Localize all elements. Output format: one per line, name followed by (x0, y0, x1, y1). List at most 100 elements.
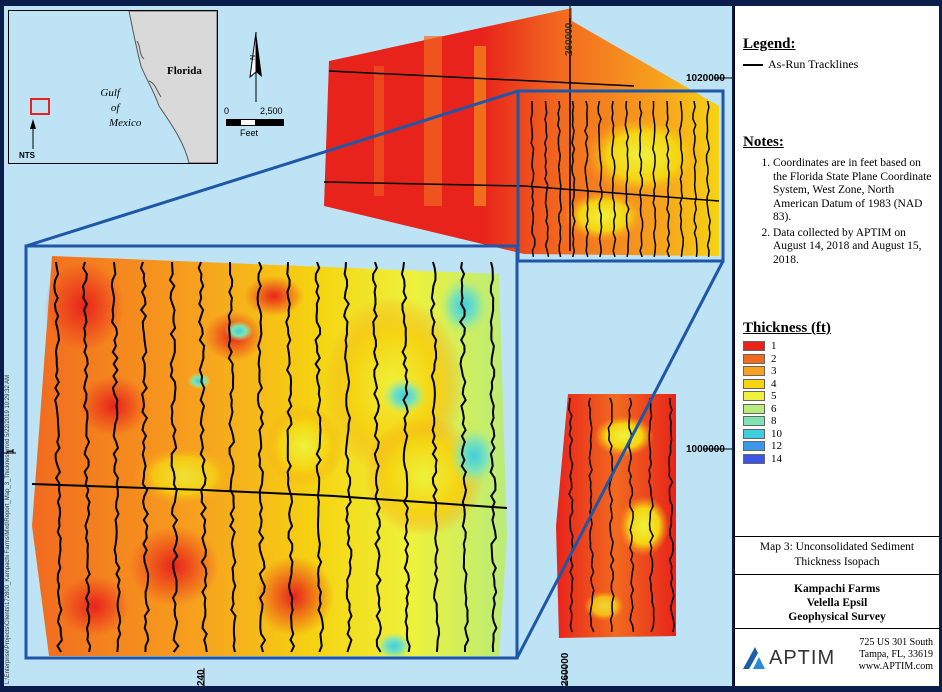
notes-section: Notes: Coordinates are in feet based on … (735, 134, 939, 269)
trackline-main (314, 261, 325, 653)
tracklines (31, 18, 720, 653)
trackline-main (110, 261, 122, 653)
swatch-label: 6 (771, 402, 777, 415)
swatch-label: 8 (771, 415, 777, 428)
swatch (743, 403, 765, 414)
trackline-top (597, 100, 603, 258)
swatch-label: 3 (771, 365, 777, 378)
file-path-note: L:\Enterprise\Projects\Clients\172800_Ka… (5, 374, 11, 684)
thickness-class-5: 5 (743, 390, 939, 403)
trackline-main (430, 261, 441, 653)
swatch-label: 2 (771, 352, 777, 365)
trackline-top (584, 100, 589, 258)
thickness-class-6: 6 (743, 403, 939, 416)
trackline-main (285, 261, 296, 653)
inset-svg (30, 11, 217, 163)
swatch-label: 10 (771, 427, 782, 440)
company-name: APTIM (769, 646, 836, 669)
map-svg (4, 6, 732, 686)
trackline-main (372, 261, 382, 653)
trackline-main (139, 261, 150, 653)
trackline-top (530, 101, 536, 258)
swatch-label: 14 (771, 452, 782, 465)
survey-block-right (556, 394, 676, 638)
legend-section: Legend: As-Run Tracklines (735, 36, 939, 72)
project-line3: Geophysical Survey (788, 611, 886, 623)
coord-northing-top: 1020000 (686, 73, 725, 84)
aptim-logo-icon (743, 647, 765, 669)
trackline-main (343, 261, 353, 653)
trackline-top (557, 100, 563, 258)
trackline-top (678, 100, 685, 258)
project-line1: Kampachi Farms (794, 583, 880, 595)
map-title-box: Map 3: Unconsolidated Sediment Thickness… (735, 536, 939, 574)
coord-easting-top: 260000 (564, 22, 575, 56)
trackline-top (705, 100, 711, 258)
trackline-main (197, 261, 208, 653)
scale-bar: 0 2,500 Feet (224, 106, 284, 138)
swatch (743, 453, 765, 464)
swatch (743, 416, 765, 427)
swatch (743, 441, 765, 452)
thickness-title: Thickness (ft) (743, 320, 831, 336)
thickness-class-3: 3 (743, 365, 939, 378)
inset-label-nts: NTS (19, 151, 35, 160)
trackline-main-cross (31, 483, 508, 509)
trackline-main (400, 261, 411, 653)
trackline-main (53, 261, 63, 653)
trackline-top (638, 100, 644, 258)
trackline-right (607, 397, 615, 633)
thickness-class-8: 8 (743, 415, 939, 428)
trackline-top (652, 100, 657, 258)
swatch (743, 341, 765, 352)
legend-panel: Legend: As-Run Tracklines Notes: Coordin… (734, 6, 939, 686)
thickness-class-10: 10 (743, 428, 939, 441)
legend-item-tracklines: As-Run Tracklines (743, 57, 939, 72)
note-1: Coordinates are in feet based on the Flo… (773, 157, 933, 225)
aptim-logo: APTIM (741, 645, 835, 671)
swatch (743, 366, 765, 377)
swatch-label: 12 (771, 440, 782, 453)
notes-title: Notes: (743, 134, 784, 150)
swatch (743, 353, 765, 364)
inset-label-florida: Florida (167, 65, 202, 77)
grid-ticks (4, 6, 732, 686)
trackline-top (571, 100, 576, 258)
thickness-legend: Thickness (ft) 1 2 3 4 5 6 8 10 12 14 (735, 320, 939, 465)
swatch (743, 391, 765, 402)
swatch (743, 428, 765, 439)
thickness-swatches: 1 2 3 4 5 6 8 10 12 14 (743, 340, 939, 465)
north-arrow-icon (249, 31, 262, 102)
inset-map[interactable]: Florida Gulf of Mexico NTS (8, 10, 218, 164)
trackline-right (668, 398, 675, 633)
trackline-symbol (743, 63, 763, 66)
company-box: APTIM 725 US 301 South Tampa, FL, 33619 … (735, 628, 939, 686)
trackline-main (168, 261, 180, 653)
trackline-right (568, 397, 574, 633)
north-arrow: N (248, 31, 264, 102)
swatch-label: 5 (771, 390, 777, 403)
trackline-right (648, 397, 655, 633)
trackline-top-cross (323, 181, 720, 202)
company-address: 725 US 301 South Tampa, FL, 33619 www.AP… (858, 637, 933, 672)
trackline-main (458, 261, 470, 653)
coord-easting-right: 260000 (560, 652, 571, 686)
project-line2: Velella Epsil (806, 597, 868, 609)
legend-title: Legend: (743, 36, 796, 52)
trackline-top (665, 100, 671, 258)
coord-northing-mid: 1000000 (686, 444, 725, 455)
trackline-main (489, 261, 498, 653)
project-box: Kampachi Farms Velella Epsil Geophysical… (735, 574, 939, 628)
trackline-main (227, 261, 237, 653)
thickness-class-2: 2 (743, 353, 939, 366)
trackline-top (544, 100, 550, 258)
trackline-top (692, 100, 698, 258)
map-title-line1: Map 3: Unconsolidated Sediment (759, 541, 915, 553)
map-area[interactable]: Florida Gulf of Mexico NTS N 0 2,500 Fee… (4, 6, 732, 686)
trackline-main (81, 261, 92, 653)
swatch-label: 4 (771, 377, 777, 390)
trackline-main (256, 261, 267, 653)
coord-easting-left: 240 (196, 669, 207, 686)
zoom-callout (24, 89, 725, 660)
